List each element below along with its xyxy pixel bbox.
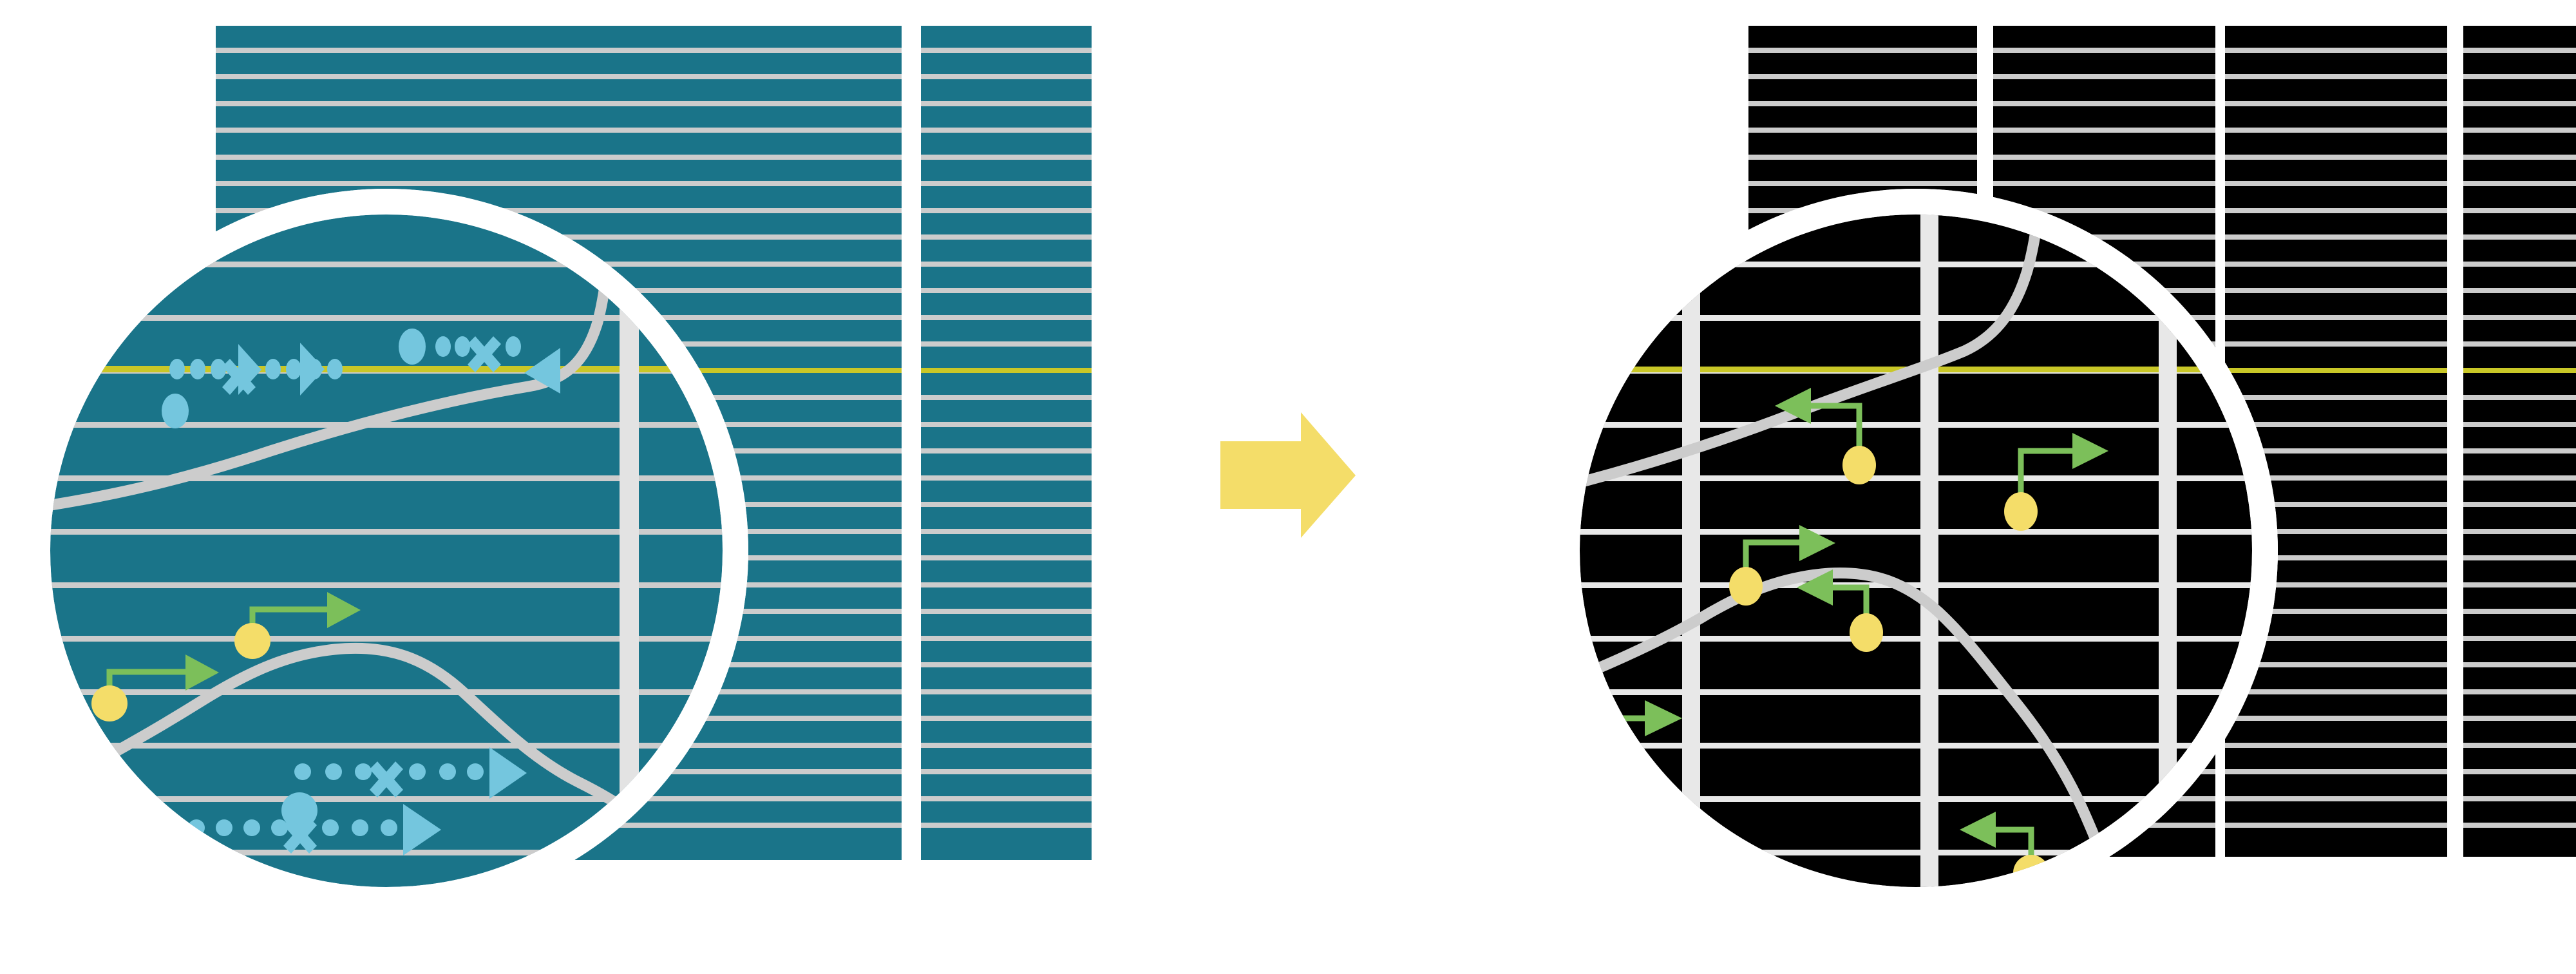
track-x-mark-icon bbox=[370, 761, 403, 797]
track-arrowhead-icon bbox=[489, 747, 527, 799]
right-lens-disc bbox=[1580, 215, 2252, 887]
track-x-mark-icon bbox=[283, 817, 317, 854]
left-track-2 bbox=[399, 329, 560, 394]
pin-arrowhead-icon bbox=[1645, 700, 1682, 736]
right-block-4 bbox=[2463, 26, 2576, 857]
pin-dot-icon bbox=[1729, 567, 1763, 606]
right-pin-1 bbox=[1775, 388, 1876, 484]
pin-arrowhead-icon bbox=[185, 654, 219, 691]
pin-dot-icon bbox=[234, 623, 270, 659]
pin-dot-icon bbox=[2004, 492, 2038, 531]
track-x-mark-icon bbox=[468, 336, 501, 372]
left-block-2 bbox=[921, 26, 1092, 860]
left-lens-vertical-gridline bbox=[620, 215, 639, 887]
pin-stem bbox=[1803, 403, 1862, 461]
left-contour-lower bbox=[50, 642, 676, 856]
right-pin-2 bbox=[2004, 433, 2108, 531]
left-contour-upper bbox=[50, 220, 616, 515]
pin-dot-icon bbox=[1842, 446, 1876, 484]
vertical-gridline-2 bbox=[1920, 215, 1938, 887]
track-arrowhead-icon bbox=[403, 804, 441, 855]
pin-arrowhead-icon bbox=[1797, 569, 1833, 606]
track-arrowhead-icon bbox=[524, 348, 560, 394]
pin-dot-icon bbox=[1850, 613, 1883, 652]
right-lens-content bbox=[1580, 215, 2252, 887]
vertical-gridline-1 bbox=[1682, 215, 1700, 887]
right-pin-3 bbox=[1729, 525, 1835, 606]
left-pin-1 bbox=[91, 654, 219, 721]
right-arrow-icon bbox=[1220, 412, 1356, 538]
left-track-1 bbox=[162, 343, 343, 428]
left-lens-highlight-row bbox=[50, 366, 723, 372]
pin-arrowhead-icon bbox=[1960, 812, 1996, 848]
pin-arrowhead-icon bbox=[1775, 388, 1811, 424]
pin-arrowhead-icon bbox=[327, 592, 361, 628]
left-lens-content bbox=[50, 215, 723, 887]
pin-stem bbox=[2018, 448, 2080, 507]
left-pin-2 bbox=[234, 592, 361, 659]
right-contour-lower bbox=[1580, 567, 2128, 887]
transition-arrow bbox=[1220, 412, 1356, 538]
track-arrowhead-icon bbox=[238, 344, 261, 395]
track-blob-icon bbox=[162, 394, 189, 428]
track-blob-icon bbox=[399, 329, 426, 365]
right-contour-upper bbox=[1580, 215, 2047, 495]
pin-arrowhead-icon bbox=[2072, 433, 2108, 469]
pin-arrowhead-icon bbox=[1799, 525, 1835, 561]
pin-dot-icon bbox=[91, 685, 128, 721]
right-pin-4 bbox=[1797, 569, 1883, 652]
